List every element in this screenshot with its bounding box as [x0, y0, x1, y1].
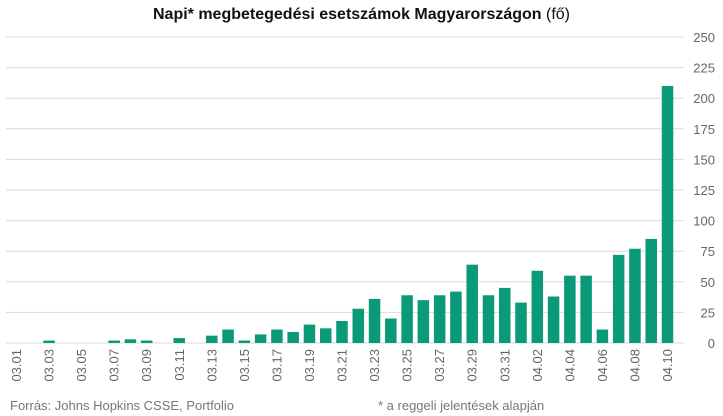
x-tick-label: 03.05: [74, 349, 89, 382]
x-tick-label: 03.29: [465, 349, 480, 382]
bar-04.01: [515, 302, 527, 343]
bar-03.16: [254, 334, 267, 343]
bar-03.26: [417, 300, 430, 343]
x-tick-label: 04.02: [530, 349, 545, 382]
bar-04.10: [661, 85, 674, 344]
bar-03.18: [287, 331, 299, 343]
x-tick-label: 03.09: [139, 349, 154, 382]
x-tick-label: 03.15: [237, 349, 252, 382]
x-tick-label: 03.07: [107, 349, 122, 382]
bar-03.09: [140, 340, 153, 343]
y-tick-label: 200: [693, 91, 715, 106]
bar-03.23: [368, 298, 381, 343]
bar-03.11: [173, 338, 185, 343]
y-tick-label: 0: [708, 336, 715, 351]
bar-03.03: [43, 340, 55, 343]
chart-title-text: Napi* megbetegedési esetszámok Magyarors…: [152, 6, 542, 23]
x-tick-label: 03.01: [9, 349, 24, 382]
x-tick-label: 03.19: [302, 349, 317, 382]
x-tick-label: 04.06: [595, 349, 610, 382]
x-tick-label: 03.25: [400, 349, 415, 382]
bar-03.30: [482, 295, 495, 343]
bar-03.31: [499, 287, 511, 343]
x-tick-label: 03.23: [367, 349, 382, 382]
bar-04.06: [596, 329, 609, 343]
bar-04.09: [645, 238, 657, 343]
x-tick-label: 04.04: [562, 349, 577, 382]
x-tick-label: 03.21: [335, 349, 350, 382]
y-tick-label: 225: [693, 61, 715, 76]
source-note: Forrás: Johns Hopkins CSSE, Portfolio: [10, 398, 234, 413]
bar-03.27: [433, 295, 446, 343]
x-tick-label: 03.27: [432, 349, 447, 382]
bar-03.07: [108, 340, 120, 343]
x-tick-label: 03.13: [204, 349, 219, 382]
bar-03.17: [271, 329, 283, 343]
bar-03.13: [206, 335, 218, 343]
y-tick-label: 75: [701, 244, 715, 259]
x-tick-label: 03.03: [42, 349, 57, 382]
bar-04.05: [580, 275, 592, 343]
chart-title-unit: (fő): [541, 6, 571, 23]
bar-04.03: [547, 296, 560, 343]
y-tick-label: 125: [693, 183, 715, 198]
x-tick-label: 04.10: [660, 349, 675, 382]
footnote: * a reggeli jelentések alapján: [378, 398, 545, 413]
x-tick-label: 03.11: [172, 349, 187, 381]
y-tick-label: 25: [701, 305, 715, 320]
x-tick-label: 04.08: [627, 349, 642, 382]
x-tick-label: 03.17: [269, 349, 284, 382]
bar-03.29: [466, 264, 478, 343]
bar-03.22: [352, 308, 365, 343]
bar-03.08: [124, 339, 137, 343]
bars: [43, 85, 674, 344]
bar-03.20: [319, 328, 332, 343]
bar-03.14: [222, 329, 234, 343]
bar-04.08: [629, 248, 641, 343]
y-tick-label: 50: [701, 275, 715, 290]
x-tick-label: 03.31: [497, 349, 512, 382]
y-tick-label: 150: [693, 152, 715, 167]
bar-04.07: [612, 254, 625, 343]
chart-title: Napi* megbetegedési esetszámok Magyarors…: [0, 6, 723, 24]
bar-03.19: [303, 324, 316, 343]
bar-03.24: [385, 318, 397, 343]
y-tick-label: 100: [693, 214, 715, 229]
bar-03.25: [401, 295, 413, 343]
y-tick-label: 250: [693, 30, 715, 45]
bar-03.21: [336, 320, 348, 343]
y-tick-label: 175: [693, 122, 715, 137]
bar-03.15: [238, 340, 251, 343]
x-axis-ticks: 03.01 03.03 03.05 03.07 03.09 03.11 03.13 03.15…: [9, 349, 675, 382]
bar-04.04: [564, 275, 576, 343]
bar-04.02: [531, 270, 544, 343]
y-axis-ticks: 0 25 50 75 100 125 150 175 200 225 250: [693, 30, 715, 351]
bar-03.28: [450, 291, 462, 343]
